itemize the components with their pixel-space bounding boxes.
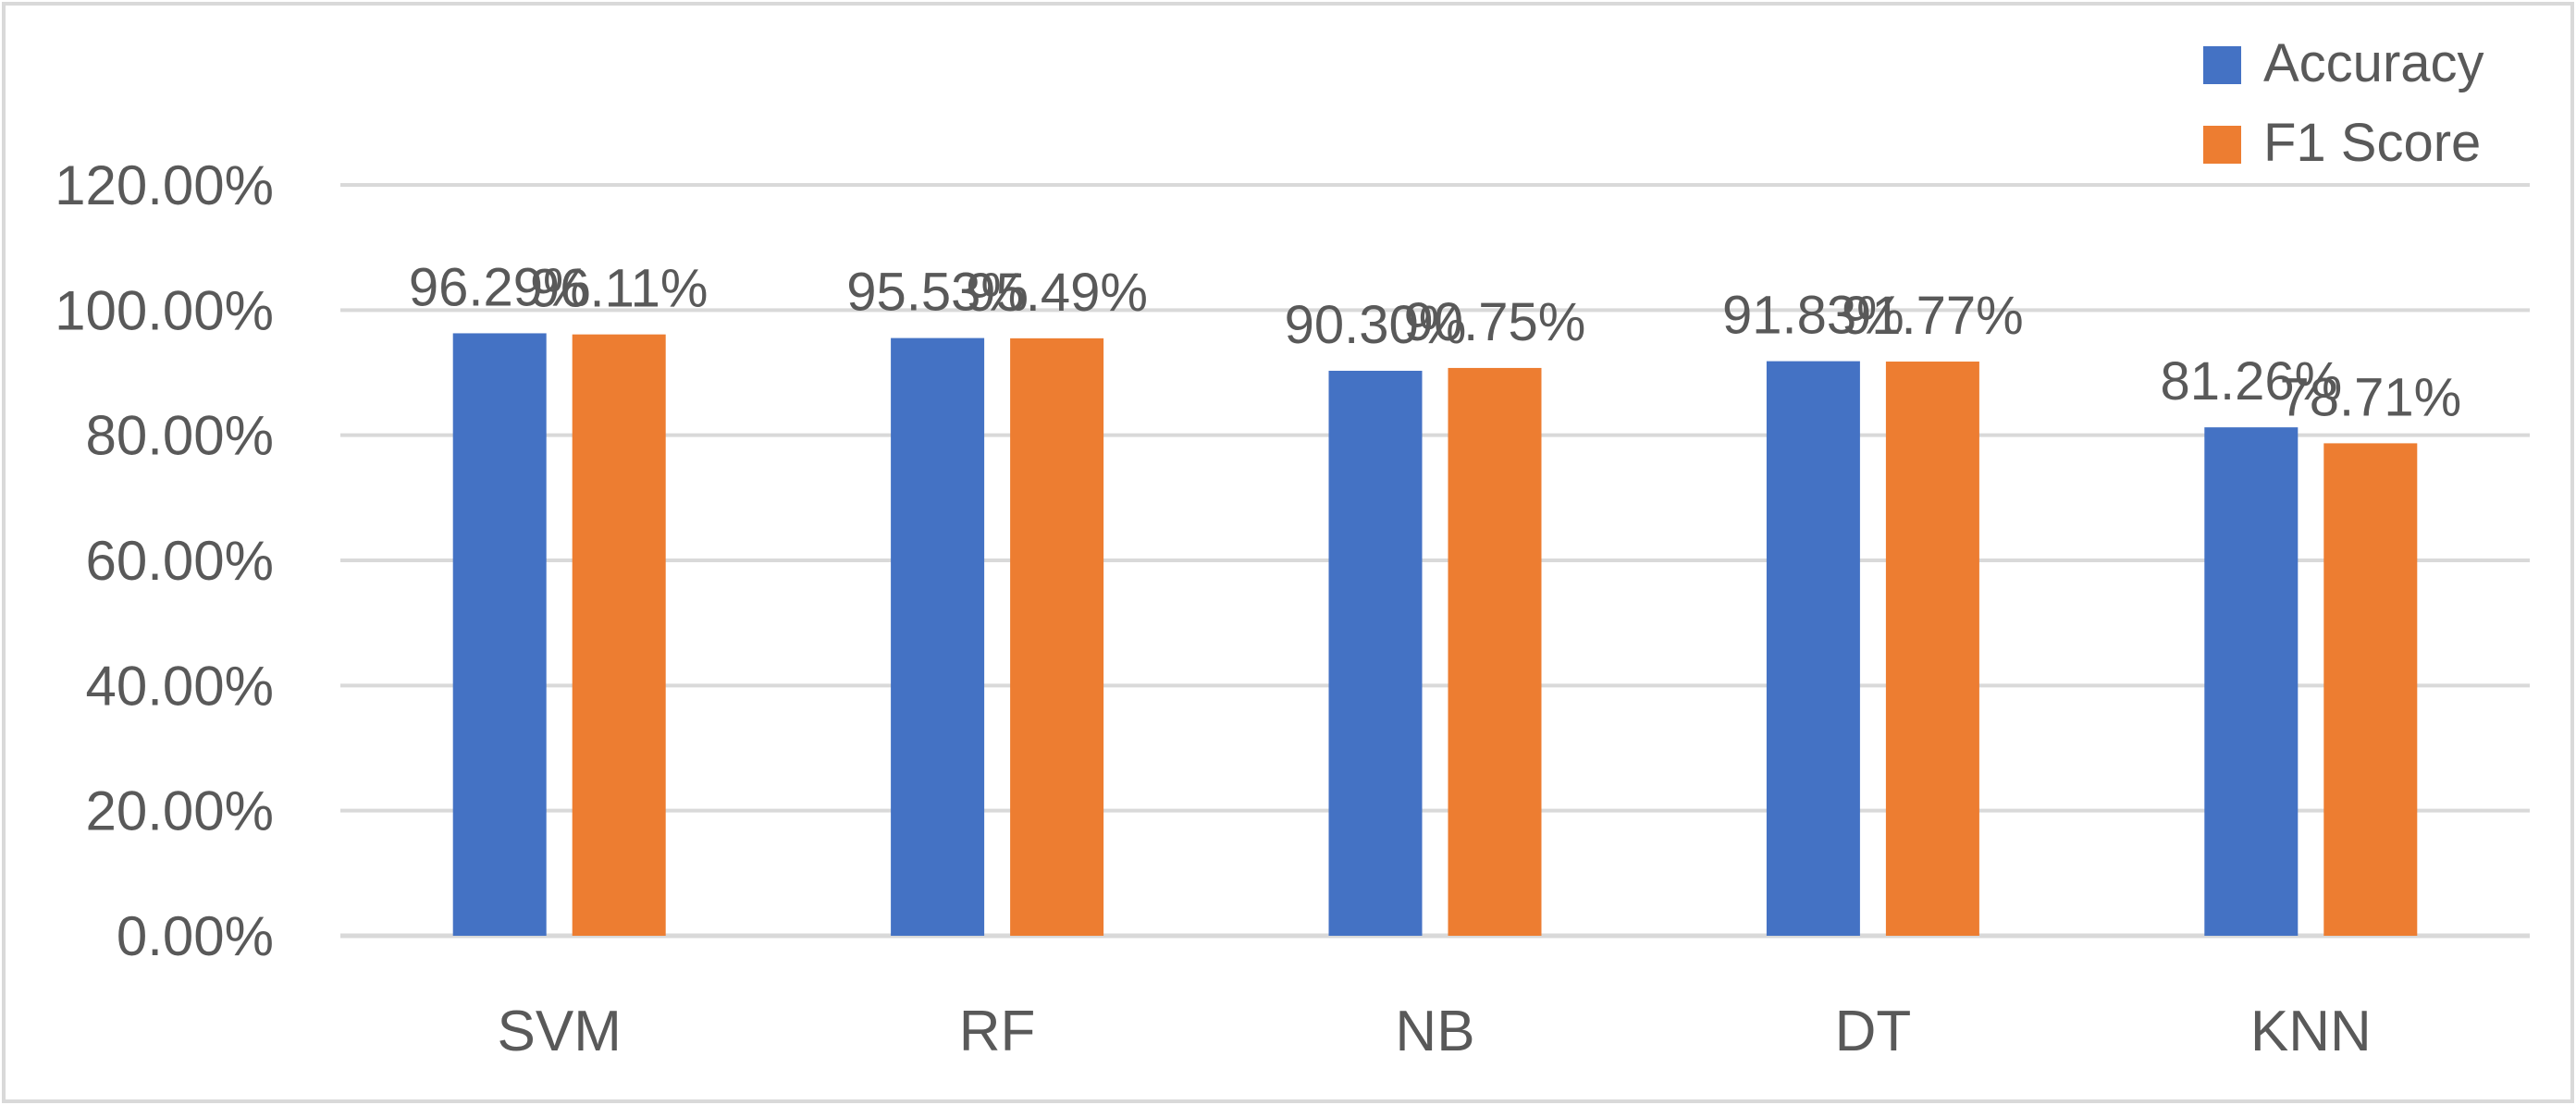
bar-accuracy-dt: [1766, 361, 1860, 936]
bar-accuracy-svm: [452, 333, 547, 937]
data-label: 96.29%: [409, 257, 591, 317]
legend: Accuracy F1 Score: [2203, 33, 2484, 173]
data-label: 95.49%: [966, 263, 1148, 323]
y-tick-label: 60.00%: [86, 530, 275, 592]
data-label: 95.53%: [846, 263, 1029, 323]
bars: [452, 333, 2418, 937]
bar-accuracy-rf: [891, 338, 985, 936]
y-tick-label: 40.00%: [86, 655, 275, 717]
y-tick-label: 120.00%: [55, 154, 274, 216]
category-label-svm: SVM: [498, 1000, 622, 1063]
data-label: 91.77%: [1842, 286, 2024, 346]
data-label: 96.11%: [530, 259, 708, 319]
legend-label: F1 Score: [2263, 113, 2481, 173]
category-label-nb: NB: [1395, 1000, 1474, 1063]
category-label-dt: DT: [1835, 1000, 1912, 1063]
y-axis-tick-labels: 0.00% 20.00% 40.00% 60.00% 80.00% 100.00% 120.…: [55, 154, 274, 967]
data-label: 90.75%: [1404, 292, 1586, 352]
legend-swatch-accuracy: [2203, 46, 2241, 84]
data-label: 90.30%: [1285, 295, 1467, 355]
y-tick-label: 20.00%: [86, 780, 275, 842]
y-tick-label: 80.00%: [86, 405, 275, 467]
category-label-rf: RF: [959, 1000, 1036, 1063]
data-label: 91.83%: [1722, 286, 1904, 346]
legend-label: Accuracy: [2263, 33, 2484, 93]
category-label-knn: KNN: [2250, 1000, 2372, 1063]
y-tick-label: 100.00%: [55, 279, 274, 341]
data-labels: 96.29%96.11% 95.53%95.49% 90.30%90.75% 91.8…: [409, 257, 2461, 427]
y-tick-label: 0.00%: [117, 905, 274, 967]
bar-f1-score-knn: [2323, 443, 2418, 937]
data-label: 81.26%: [2160, 351, 2342, 411]
bar-accuracy-knn: [2204, 427, 2299, 937]
x-axis-category-labels: SVM RF NB DT KNN: [498, 1000, 2372, 1063]
bar-f1-score-rf: [1010, 338, 1104, 936]
data-label: 78.71%: [2279, 367, 2461, 427]
bar-f1-score-svm: [572, 334, 666, 937]
bar-f1-score-dt: [1885, 362, 1979, 936]
bar-f1-score-nb: [1448, 367, 1542, 936]
bar-accuracy-nb: [1328, 370, 1423, 937]
gridlines: [340, 183, 2530, 939]
legend-swatch-f1-score: [2203, 126, 2241, 164]
